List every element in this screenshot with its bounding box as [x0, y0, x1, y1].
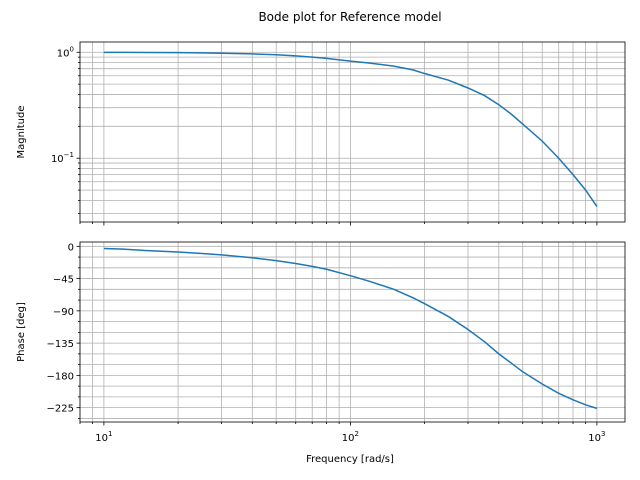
chart-title: Bode plot for Reference model	[258, 10, 441, 24]
x-tick-label: 102	[342, 430, 359, 444]
y-tick-label: −90	[53, 307, 74, 318]
y-tick-label: −180	[47, 371, 74, 382]
x-axis-label: Frequency [rad/s]	[306, 454, 394, 465]
phase-axes-frame	[79, 241, 626, 423]
magnitude-series-line	[103, 51, 598, 207]
y-tick-label: −45	[53, 275, 74, 286]
x-tick-label: 101	[95, 430, 112, 444]
magnitude-axes-frame	[79, 41, 626, 223]
y-tick-label: 0	[68, 242, 74, 253]
phase-y-axis-label: Phase [deg]	[16, 302, 27, 362]
y-tick-label: −135	[47, 339, 74, 350]
phase-series-line	[103, 247, 598, 410]
y-tick-label: 10−1	[51, 151, 74, 165]
x-tick-label: 103	[588, 430, 605, 444]
magnitude-panel: 10−1 100 Magnitude	[16, 41, 626, 226]
y-tick-label: −225	[47, 404, 74, 415]
magnitude-y-axis-label: Magnitude	[16, 106, 27, 159]
y-tick-label: 100	[57, 45, 74, 59]
phase-panel: 0 −45 −90 −135 −180 −225 Phase [deg] 101 102 103	[16, 241, 626, 444]
